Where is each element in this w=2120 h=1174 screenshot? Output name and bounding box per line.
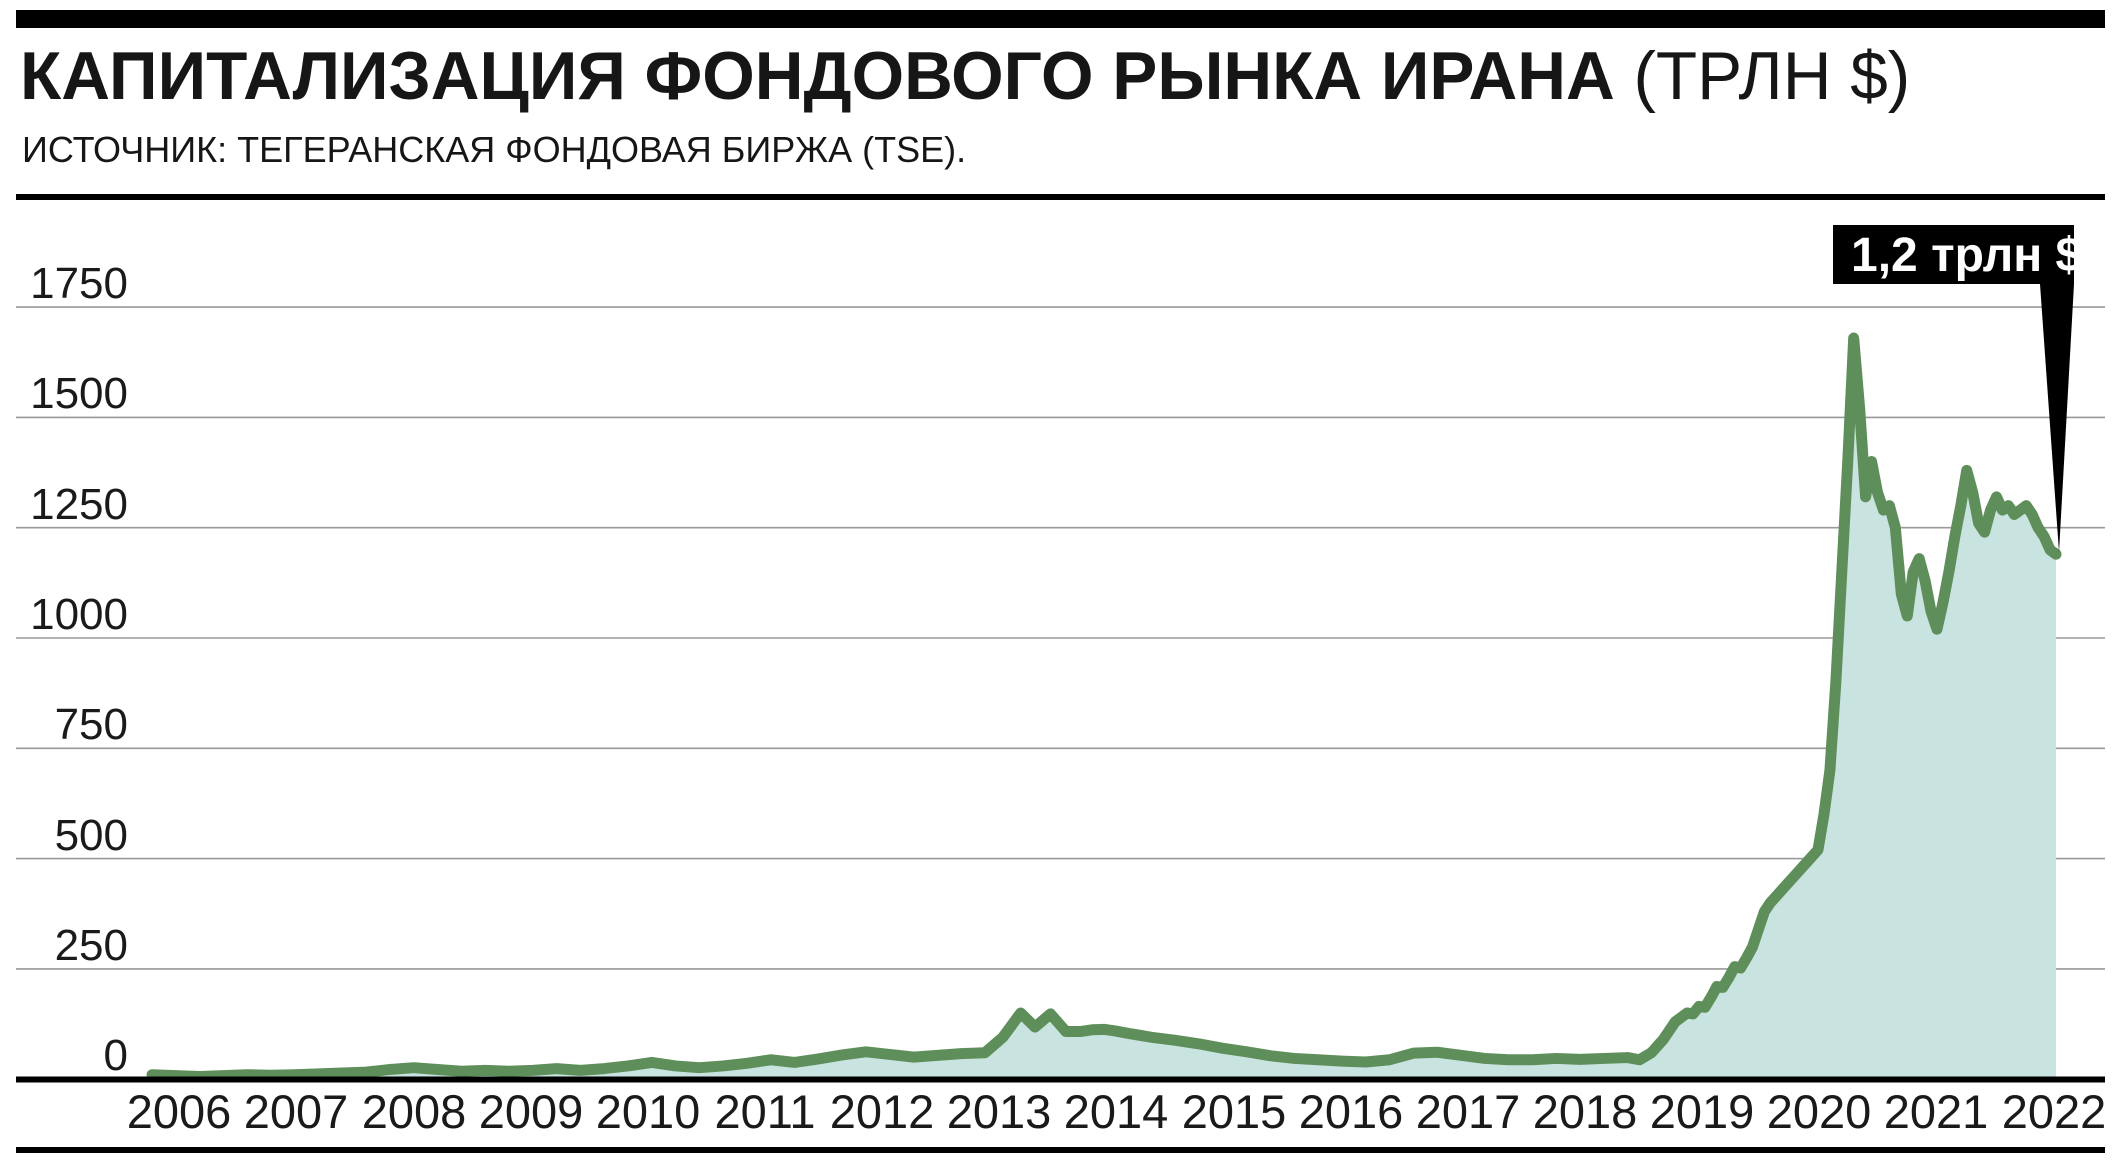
svg-text:1000: 1000	[30, 590, 128, 639]
svg-text:2018: 2018	[1533, 1085, 1638, 1138]
svg-text:2021: 2021	[1884, 1085, 1989, 1138]
svg-text:250: 250	[55, 921, 128, 970]
svg-text:1500: 1500	[30, 369, 128, 418]
svg-text:2006: 2006	[127, 1085, 232, 1138]
svg-text:1250: 1250	[30, 480, 128, 529]
svg-text:750: 750	[55, 700, 128, 749]
svg-text:2013: 2013	[947, 1085, 1052, 1138]
svg-text:1750: 1750	[30, 259, 128, 308]
svg-text:2010: 2010	[596, 1085, 701, 1138]
svg-text:2012: 2012	[830, 1085, 935, 1138]
svg-text:0: 0	[104, 1031, 128, 1080]
svg-text:2016: 2016	[1299, 1085, 1404, 1138]
svg-text:2009: 2009	[479, 1085, 584, 1138]
svg-text:2011: 2011	[714, 1085, 815, 1138]
svg-text:2017: 2017	[1416, 1085, 1521, 1138]
svg-text:2015: 2015	[1182, 1085, 1287, 1138]
svg-text:2019: 2019	[1650, 1085, 1755, 1138]
svg-text:2022: 2022	[2002, 1085, 2107, 1138]
svg-text:2008: 2008	[362, 1085, 467, 1138]
svg-text:2007: 2007	[244, 1085, 349, 1138]
svg-text:2014: 2014	[1064, 1085, 1169, 1138]
svg-text:500: 500	[55, 811, 128, 860]
svg-text:2020: 2020	[1767, 1085, 1872, 1138]
